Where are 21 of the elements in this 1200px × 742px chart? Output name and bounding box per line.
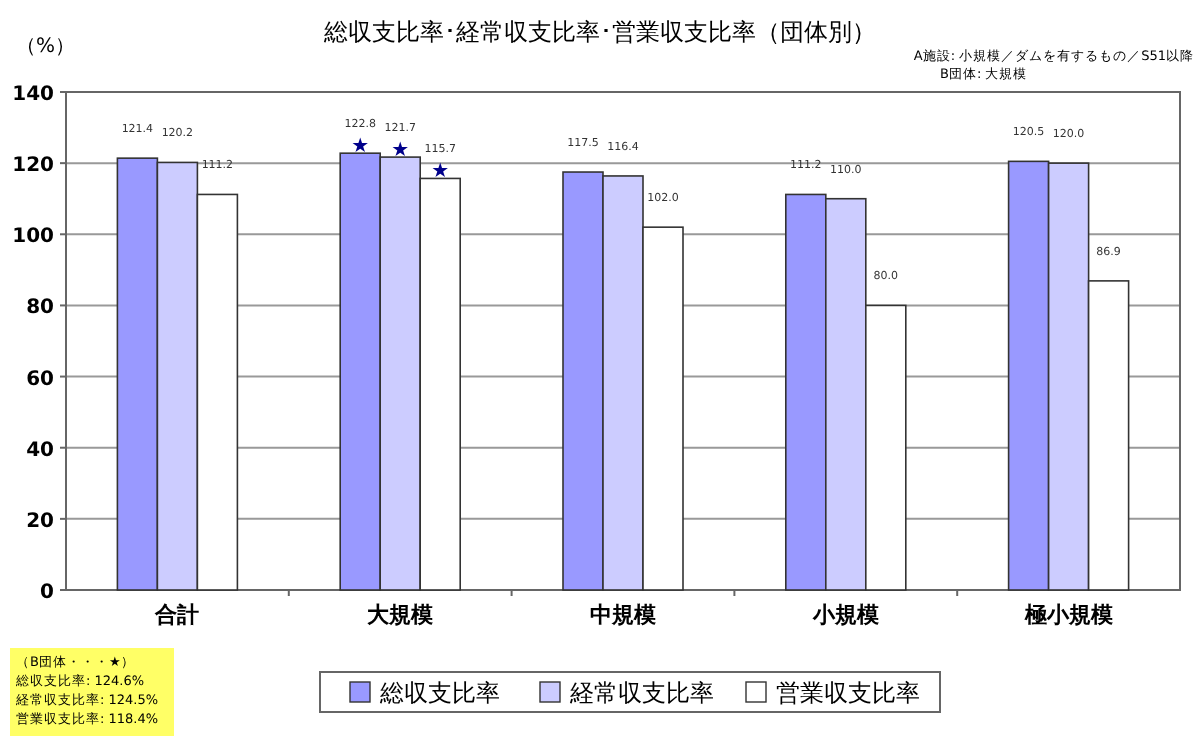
x-tick-label: 合計 [153,602,200,628]
y-tick-label: 60 [26,368,55,391]
y-tick-label: 0 [40,582,55,604]
y-tick-label: 20 [26,510,55,533]
y-tick-label: 80 [26,297,55,320]
y-tick-label: 120 [12,155,55,178]
legend-label: 総収支比率 [378,679,500,707]
y-tick-label: 40 [26,439,55,462]
x-tick-label: 小規模 [810,602,881,628]
chart-title: 総収支比率･経常収支比率･営業収支比率（団体別） [322,18,876,46]
y-tick-label: 100 [12,226,55,249]
annotation: ★ [351,136,370,159]
annotation: ★ [431,161,450,184]
x-tick-label: 中規模 [590,602,658,628]
x-tick-label: 極小規模 [1022,602,1115,628]
legend-label: 経常収支比率 [568,679,714,707]
x-tick-label: 大規模 [367,602,436,628]
y-axis-title: （%） [16,36,76,58]
y-tick-label: 140 [12,84,55,106]
legend-label: 営業収支比率 [776,679,920,707]
annotation: ★ [391,140,410,163]
